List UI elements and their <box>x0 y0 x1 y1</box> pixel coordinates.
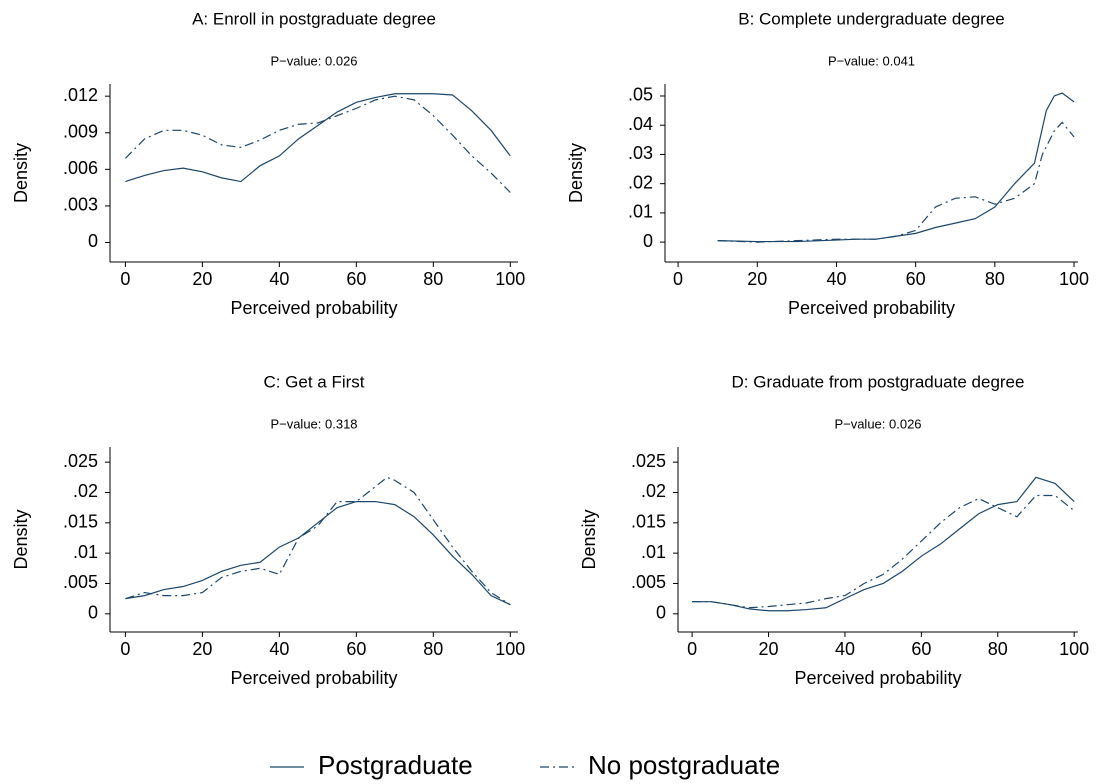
y-tick-label: .01 <box>628 202 653 222</box>
y-tick-label: .02 <box>641 481 666 501</box>
x-tick-label: 100 <box>1059 639 1089 659</box>
x-tick-label: 20 <box>747 269 767 289</box>
x-axis-label: Perceived probability <box>230 668 397 688</box>
y-tick-label: .005 <box>631 572 666 592</box>
x-tick-label: 40 <box>269 269 289 289</box>
x-tick-label: 80 <box>423 639 443 659</box>
y-tick-label: .015 <box>63 512 98 532</box>
y-axis-label: Density <box>11 143 31 203</box>
x-tick-label: 40 <box>826 269 846 289</box>
y-tick-label: .04 <box>628 114 653 134</box>
y-tick-label: .01 <box>641 542 666 562</box>
x-tick-label: 20 <box>192 269 212 289</box>
y-tick-label: .01 <box>73 542 98 562</box>
density-line <box>124 95 511 193</box>
x-tick-label: 40 <box>269 639 289 659</box>
x-axis-label: Perceived probability <box>794 668 961 688</box>
x-tick-label: 60 <box>906 269 926 289</box>
density-line: No postgraduate <box>692 494 1075 609</box>
y-axis-label: Density <box>566 143 586 203</box>
y-tick-label: .05 <box>628 85 653 105</box>
panel-subtitle: P−value: 0.041 <box>828 53 915 68</box>
y-tick-label: 0 <box>656 603 666 623</box>
x-tick-label: 80 <box>423 269 443 289</box>
y-axis-label: Density <box>579 509 599 569</box>
panel-title: B: Complete undergraduate degree <box>738 9 1005 28</box>
x-tick-label: 100 <box>1059 269 1089 289</box>
x-tick-label: 100 <box>495 269 525 289</box>
x-tick-label: 80 <box>985 269 1005 289</box>
y-tick-label: .025 <box>631 451 666 471</box>
y-tick-label: .02 <box>73 481 98 501</box>
density-line: Postgraduate <box>692 476 1075 612</box>
panel-subtitle: P−value: 0.026 <box>270 53 357 68</box>
y-tick-label: 0 <box>643 231 653 251</box>
x-tick-label: 60 <box>346 639 366 659</box>
x-tick-label: 60 <box>346 269 366 289</box>
panel-title: D: Graduate from postgraduate degree <box>732 372 1025 391</box>
y-tick-label: .012 <box>63 85 98 105</box>
legend-label: Postgraduate <box>318 750 473 780</box>
y-tick-label: .006 <box>63 158 98 178</box>
x-tick-label: 20 <box>759 639 779 659</box>
y-tick-label: .015 <box>631 512 666 532</box>
x-axis-label: Perceived probability <box>788 298 955 318</box>
panel-title: A: Enroll in postgraduate degree <box>192 9 436 28</box>
density-line: No postgraduate <box>125 476 511 606</box>
y-tick-label: .025 <box>63 451 98 471</box>
x-axis-label: Perceived probability <box>230 298 397 318</box>
density-line: No postgraduate <box>717 121 1075 243</box>
y-tick-label: .009 <box>63 122 98 142</box>
y-tick-label: .005 <box>63 572 98 592</box>
panel-subtitle: P−value: 0.026 <box>834 416 921 431</box>
density-line: Postgraduate <box>717 92 1075 243</box>
x-tick-label: 80 <box>988 639 1008 659</box>
density-line <box>125 93 511 183</box>
y-tick-label: .03 <box>628 143 653 163</box>
y-tick-label: 0 <box>88 603 98 623</box>
x-tick-label: 40 <box>835 639 855 659</box>
panel-title: C: Get a First <box>263 372 364 391</box>
x-tick-label: 0 <box>120 269 130 289</box>
density-line: Postgraduate <box>125 500 511 606</box>
x-tick-label: 0 <box>673 269 683 289</box>
y-tick-label: .003 <box>63 195 98 215</box>
x-tick-label: 0 <box>687 639 697 659</box>
y-tick-label: 0 <box>88 231 98 251</box>
x-tick-label: 100 <box>495 639 525 659</box>
panel-subtitle: P−value: 0.318 <box>270 416 357 431</box>
x-tick-label: 60 <box>911 639 931 659</box>
x-tick-label: 0 <box>120 639 130 659</box>
y-tick-label: .02 <box>628 172 653 192</box>
y-axis-label: Density <box>11 509 31 569</box>
x-tick-label: 20 <box>192 639 212 659</box>
legend-label: No postgraduate <box>588 750 780 780</box>
